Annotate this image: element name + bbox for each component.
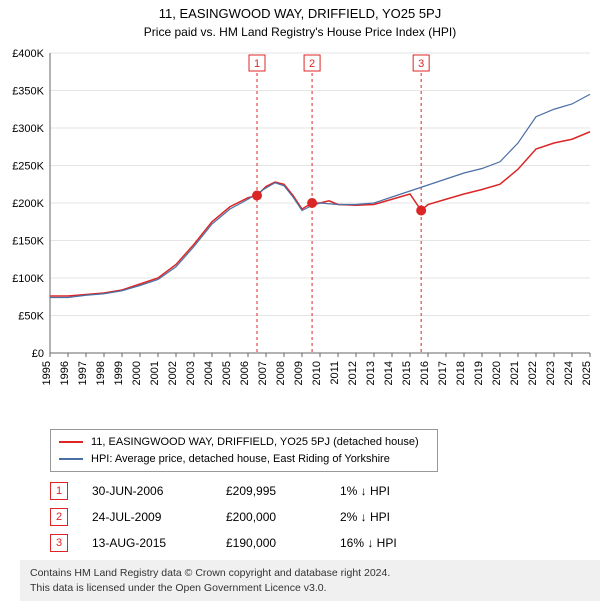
footer-line-2: This data is licensed under the Open Gov… <box>30 581 590 596</box>
legend-label: HPI: Average price, detached house, East… <box>91 451 390 468</box>
event-badge: 3 <box>413 55 429 71</box>
event-diff: 2% ↓ HPI <box>340 510 450 524</box>
event-date: 30-JUN-2006 <box>92 484 202 498</box>
y-tick-label: £200K <box>12 198 44 210</box>
x-tick-label: 2018 <box>455 361 467 385</box>
event-row: 3 13-AUG-2015 £190,000 16% ↓ HPI <box>50 534 600 552</box>
x-tick-label: 2001 <box>149 361 161 385</box>
x-tick-label: 1997 <box>77 361 89 385</box>
footer-line-1: Contains HM Land Registry data © Crown c… <box>30 566 590 581</box>
y-tick-label: £0 <box>32 348 44 360</box>
x-tick-label: 2004 <box>203 361 215 385</box>
footer: Contains HM Land Registry data © Crown c… <box>20 560 600 601</box>
y-tick-label: £50K <box>18 311 44 323</box>
x-tick-label: 1998 <box>95 361 107 385</box>
page-title: 11, EASINGWOOD WAY, DRIFFIELD, YO25 5PJ <box>0 0 600 21</box>
event-diff: 1% ↓ HPI <box>340 484 450 498</box>
legend-item: HPI: Average price, detached house, East… <box>59 451 429 468</box>
price-marker <box>416 206 426 216</box>
x-tick-label: 2015 <box>401 361 413 385</box>
event-badge: 2 <box>304 55 320 71</box>
x-tick-label: 2024 <box>563 361 575 385</box>
event-price: £200,000 <box>226 510 316 524</box>
legend-label: 11, EASINGWOOD WAY, DRIFFIELD, YO25 5PJ … <box>91 434 419 451</box>
event-date: 13-AUG-2015 <box>92 536 202 550</box>
x-tick-label: 2012 <box>347 361 359 385</box>
x-tick-label: 2006 <box>239 361 251 385</box>
x-tick-label: 2011 <box>329 361 341 385</box>
x-tick-label: 2009 <box>293 361 305 385</box>
x-tick-label: 2000 <box>131 361 143 385</box>
price-marker <box>252 191 262 201</box>
event-price: £190,000 <box>226 536 316 550</box>
x-tick-label: 1999 <box>113 361 125 385</box>
event-badge: 1 <box>50 482 68 500</box>
x-tick-label: 2007 <box>257 361 269 385</box>
event-badge: 3 <box>50 534 68 552</box>
event-date: 24-JUL-2009 <box>92 510 202 524</box>
x-tick-label: 2025 <box>581 361 593 385</box>
x-tick-label: 2013 <box>365 361 377 385</box>
chart-svg: £0 £50K £100K £150K £200K £250K £300K £350K £400… <box>0 43 600 423</box>
x-tick-label: 2023 <box>545 361 557 385</box>
series-property <box>50 132 590 296</box>
y-tick-label: £100K <box>12 273 44 285</box>
legend-swatch <box>59 441 83 443</box>
x-tick-label: 2010 <box>311 361 323 385</box>
page-subtitle: Price paid vs. HM Land Registry's House … <box>0 21 600 43</box>
event-row: 2 24-JUL-2009 £200,000 2% ↓ HPI <box>50 508 600 526</box>
y-tick-label: £400K <box>12 48 44 60</box>
y-tick-label: £300K <box>12 123 44 135</box>
events-table: 1 30-JUN-2006 £209,995 1% ↓ HPI 2 24-JUL-2009… <box>50 482 600 552</box>
chart: £0 £50K £100K £150K £200K £250K £300K £350K £400… <box>0 43 600 423</box>
legend: 11, EASINGWOOD WAY, DRIFFIELD, YO25 5PJ … <box>50 429 438 472</box>
x-tick-label: 2019 <box>473 361 485 385</box>
y-tick-label: £150K <box>12 236 44 248</box>
event-row: 1 30-JUN-2006 £209,995 1% ↓ HPI <box>50 482 600 500</box>
x-tick-label: 2014 <box>383 361 395 385</box>
svg-text:1: 1 <box>254 58 260 70</box>
svg-text:3: 3 <box>418 58 424 70</box>
y-tick-label: £350K <box>12 86 44 98</box>
event-badge: 1 <box>249 55 265 71</box>
x-tick-label: 2003 <box>185 361 197 385</box>
y-tick-label: £250K <box>12 161 44 173</box>
x-tick-label: 2016 <box>419 361 431 385</box>
x-tick-label: 2022 <box>527 361 539 385</box>
x-tick-label: 2005 <box>221 361 233 385</box>
x-tick-label: 2017 <box>437 361 449 385</box>
x-tick-label: 1995 <box>41 361 53 385</box>
page: 11, EASINGWOOD WAY, DRIFFIELD, YO25 5PJ … <box>0 0 600 601</box>
price-marker <box>307 198 317 208</box>
legend-item: 11, EASINGWOOD WAY, DRIFFIELD, YO25 5PJ … <box>59 434 429 451</box>
x-tick-label: 2020 <box>491 361 503 385</box>
legend-swatch <box>59 458 83 460</box>
x-tick-label: 2002 <box>167 361 179 385</box>
x-tick-label: 2008 <box>275 361 287 385</box>
event-badge: 2 <box>50 508 68 526</box>
event-diff: 16% ↓ HPI <box>340 536 450 550</box>
x-tick-label: 1996 <box>59 361 71 385</box>
series-hpi <box>50 94 590 297</box>
x-tick-label: 2021 <box>509 361 521 385</box>
event-price: £209,995 <box>226 484 316 498</box>
svg-text:2: 2 <box>309 58 315 70</box>
